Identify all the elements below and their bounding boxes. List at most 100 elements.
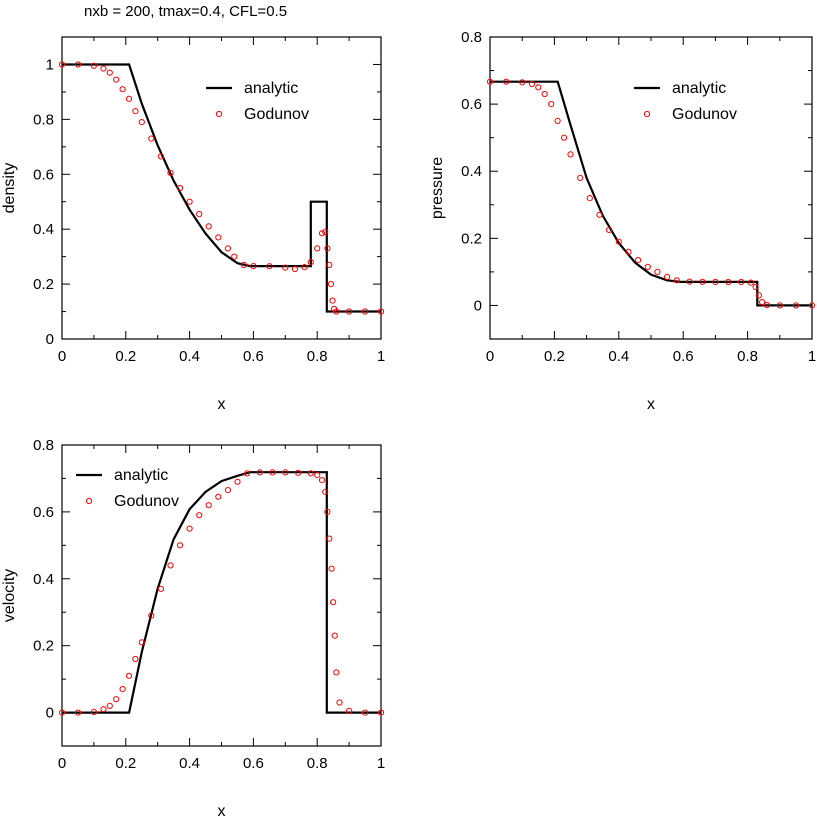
godunov-point: [295, 469, 302, 476]
x-tick-label: 1: [808, 348, 816, 365]
legend-swatch-godunov: [85, 497, 93, 505]
godunov-point: [377, 709, 385, 716]
godunov-point: [712, 278, 719, 285]
godunov-point: [119, 686, 126, 693]
godunov-point: [318, 230, 326, 237]
legend-swatch-godunov: [643, 110, 651, 118]
godunov-point: [269, 469, 276, 476]
godunov-point: [362, 709, 369, 716]
godunov-point: [148, 135, 155, 142]
godunov-point: [224, 487, 231, 494]
godunov-point: [331, 632, 338, 639]
godunov-point: [328, 565, 335, 572]
y-tick-label: 0: [46, 705, 54, 722]
godunov-point: [176, 542, 184, 549]
x-tick-label: 0.4: [179, 755, 200, 772]
x-tick-label: 0.8: [307, 348, 328, 365]
godunov-point: [528, 80, 536, 88]
godunov-point: [231, 253, 238, 260]
godunov-point: [776, 302, 783, 309]
godunov-point: [58, 61, 66, 68]
godunov-point: [224, 245, 231, 252]
godunov-point: [377, 308, 385, 315]
godunov-point: [548, 101, 555, 108]
x-tick-label: 0.6: [243, 755, 264, 772]
godunov-point: [635, 257, 642, 264]
godunov-point: [330, 599, 337, 606]
godunov-point: [186, 525, 193, 532]
godunov-point: [148, 612, 155, 619]
godunov-point: [535, 84, 542, 91]
x-tick-label: 0.6: [673, 348, 694, 365]
godunov-point: [250, 263, 257, 270]
godunov-point: [644, 263, 651, 270]
godunov-point: [699, 278, 706, 285]
godunov-point: [186, 198, 193, 205]
plot-frame: [61, 36, 382, 340]
godunov-point: [234, 478, 241, 485]
x-axis-label: x: [218, 803, 226, 817]
godunov-point: [119, 86, 126, 93]
godunov-point: [673, 277, 680, 284]
y-tick-label: 0.2: [33, 276, 54, 293]
godunov-point: [307, 259, 314, 266]
godunov-point: [291, 265, 298, 273]
x-tick-label: 0.2: [115, 755, 136, 772]
godunov-point: [503, 78, 510, 85]
x-axis-label: x: [218, 396, 226, 413]
godunov-point: [336, 699, 343, 706]
godunov-point: [327, 281, 334, 288]
x-tick-label: 0: [58, 755, 66, 772]
godunov-point: [322, 228, 329, 235]
godunov-point: [318, 477, 326, 484]
godunov-point: [256, 469, 263, 476]
y-tick-label: 0.6: [33, 166, 54, 183]
legend-label: Godunov: [114, 493, 179, 510]
x-tick-label: 1: [377, 755, 385, 772]
panel-pressure: 0 0.2 0.4 0.6 0.8 1 0 0.2 0.4 0.6 0.8 x pressure anal…: [429, 29, 816, 413]
godunov-point: [301, 264, 308, 271]
godunov-point: [324, 245, 331, 252]
x-tick-label: 0.6: [243, 348, 264, 365]
godunov-point: [577, 174, 584, 181]
y-tick-label: 0.8: [461, 29, 482, 46]
godunov-point: [686, 278, 693, 285]
x-tick-label: 0.2: [544, 348, 565, 365]
godunov-point: [314, 472, 321, 479]
x-tick-label: 0.2: [115, 348, 136, 365]
y-tick-label: 0.4: [33, 571, 54, 588]
series-analytic-line: [490, 80, 812, 307]
godunov-point: [167, 169, 174, 176]
godunov-point: [654, 268, 661, 275]
godunov-point: [329, 297, 336, 304]
godunov-point: [664, 273, 671, 280]
godunov-point: [113, 76, 120, 83]
godunov-point: [282, 264, 289, 271]
legend-label: Godunov: [672, 106, 737, 123]
godunov-point: [346, 707, 353, 715]
figure-title: nxb = 200, tmax=0.4, CFL=0.5: [84, 3, 288, 20]
godunov-point: [215, 234, 222, 241]
godunov-point: [314, 245, 321, 252]
y-tick-label: 0.6: [461, 96, 482, 113]
godunov-point: [106, 69, 113, 76]
godunov-point: [90, 62, 98, 69]
godunov-point: [554, 117, 561, 125]
godunov-point: [763, 302, 771, 309]
x-tick-label: 0.8: [307, 755, 328, 772]
godunov-point: [747, 279, 754, 286]
godunov-point: [205, 223, 212, 230]
godunov-point: [752, 283, 759, 291]
y-axis-label: velocity: [1, 569, 18, 622]
godunov-point: [541, 90, 548, 98]
x-tick-label: 0: [486, 348, 494, 365]
godunov-point: [100, 65, 107, 72]
godunov-point: [792, 302, 800, 309]
series-analytic-line: [62, 63, 381, 313]
godunov-point: [138, 639, 145, 646]
y-tick-label: 0.2: [461, 230, 482, 247]
godunov-point: [243, 470, 251, 477]
godunov-point: [132, 108, 139, 115]
godunov-point: [240, 261, 247, 268]
